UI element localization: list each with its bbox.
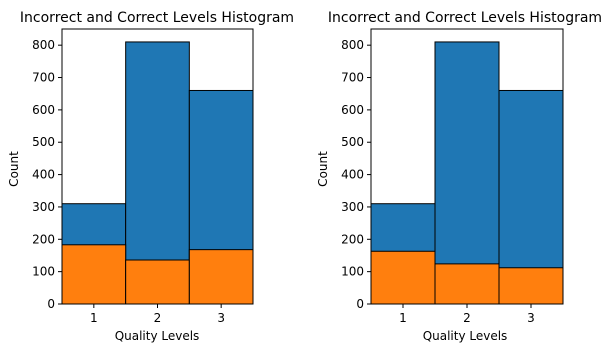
right-y-tick-label-800: 800 (341, 38, 364, 52)
right-bar-s2-level-2 (434, 41, 500, 305)
left-y-tick-label-700: 700 (32, 71, 55, 85)
left-x-axis-label: Quality Levels (115, 329, 200, 343)
left-bar-s1-level-2 (125, 259, 190, 305)
right-y-tick-label-0: 0 (356, 297, 364, 311)
right-chart-title: Incorrect and Correct Levels Histogram (328, 10, 602, 26)
left-chart-title: Incorrect and Correct Levels Histogram (20, 10, 294, 26)
left-bar-s1-level-1 (61, 244, 127, 305)
right-y-tick-label-400: 400 (341, 168, 364, 182)
left-y-tick-label-200: 200 (32, 232, 55, 246)
right-y-axis-label: Count (316, 151, 330, 187)
right-y-tick-label-100: 100 (341, 265, 364, 279)
left-y-tick-label-600: 600 (32, 103, 55, 117)
left-histogram-panel: Incorrect and Correct Levels Histogram Q… (7, 10, 294, 343)
left-y-axis-label: Count (7, 151, 21, 187)
left-y-tick-label-500: 500 (32, 135, 55, 149)
left-y-tick-label-100: 100 (32, 265, 55, 279)
right-bar-s1-level-3 (498, 267, 564, 305)
left-x-tick-label-3: 3 (217, 311, 225, 325)
left-plot-area: 0 100 200 300 400 500 600 700 800 1 2 3 (32, 28, 254, 325)
left-y-tick-label-400: 400 (32, 168, 55, 182)
right-y-tick-label-300: 300 (341, 200, 364, 214)
right-y-tick-label-600: 600 (341, 103, 364, 117)
left-y-tick-label-0: 0 (47, 297, 55, 311)
left-x-tick-label-1: 1 (90, 311, 98, 325)
right-x-tick-label-2: 2 (463, 311, 471, 325)
left-bar-s1-level-3 (188, 249, 254, 305)
right-x-tick-label-1: 1 (399, 311, 407, 325)
left-x-tick-label-2: 2 (154, 311, 162, 325)
right-histogram-panel: Incorrect and Correct Levels Histogram Q… (316, 10, 602, 343)
right-plot-area: 0 100 200 300 400 500 600 700 800 1 2 3 (341, 28, 564, 325)
right-x-tick-label-3: 3 (527, 311, 535, 325)
right-y-tick-label-700: 700 (341, 71, 364, 85)
right-x-axis-label: Quality Levels (423, 329, 508, 343)
left-y-tick-label-300: 300 (32, 200, 55, 214)
left-y-tick-label-800: 800 (32, 38, 55, 52)
right-bar-s1-level-1 (370, 250, 436, 305)
right-bar-s1-level-2 (434, 263, 500, 305)
right-y-tick-label-200: 200 (341, 232, 364, 246)
right-y-tick-label-500: 500 (341, 135, 364, 149)
